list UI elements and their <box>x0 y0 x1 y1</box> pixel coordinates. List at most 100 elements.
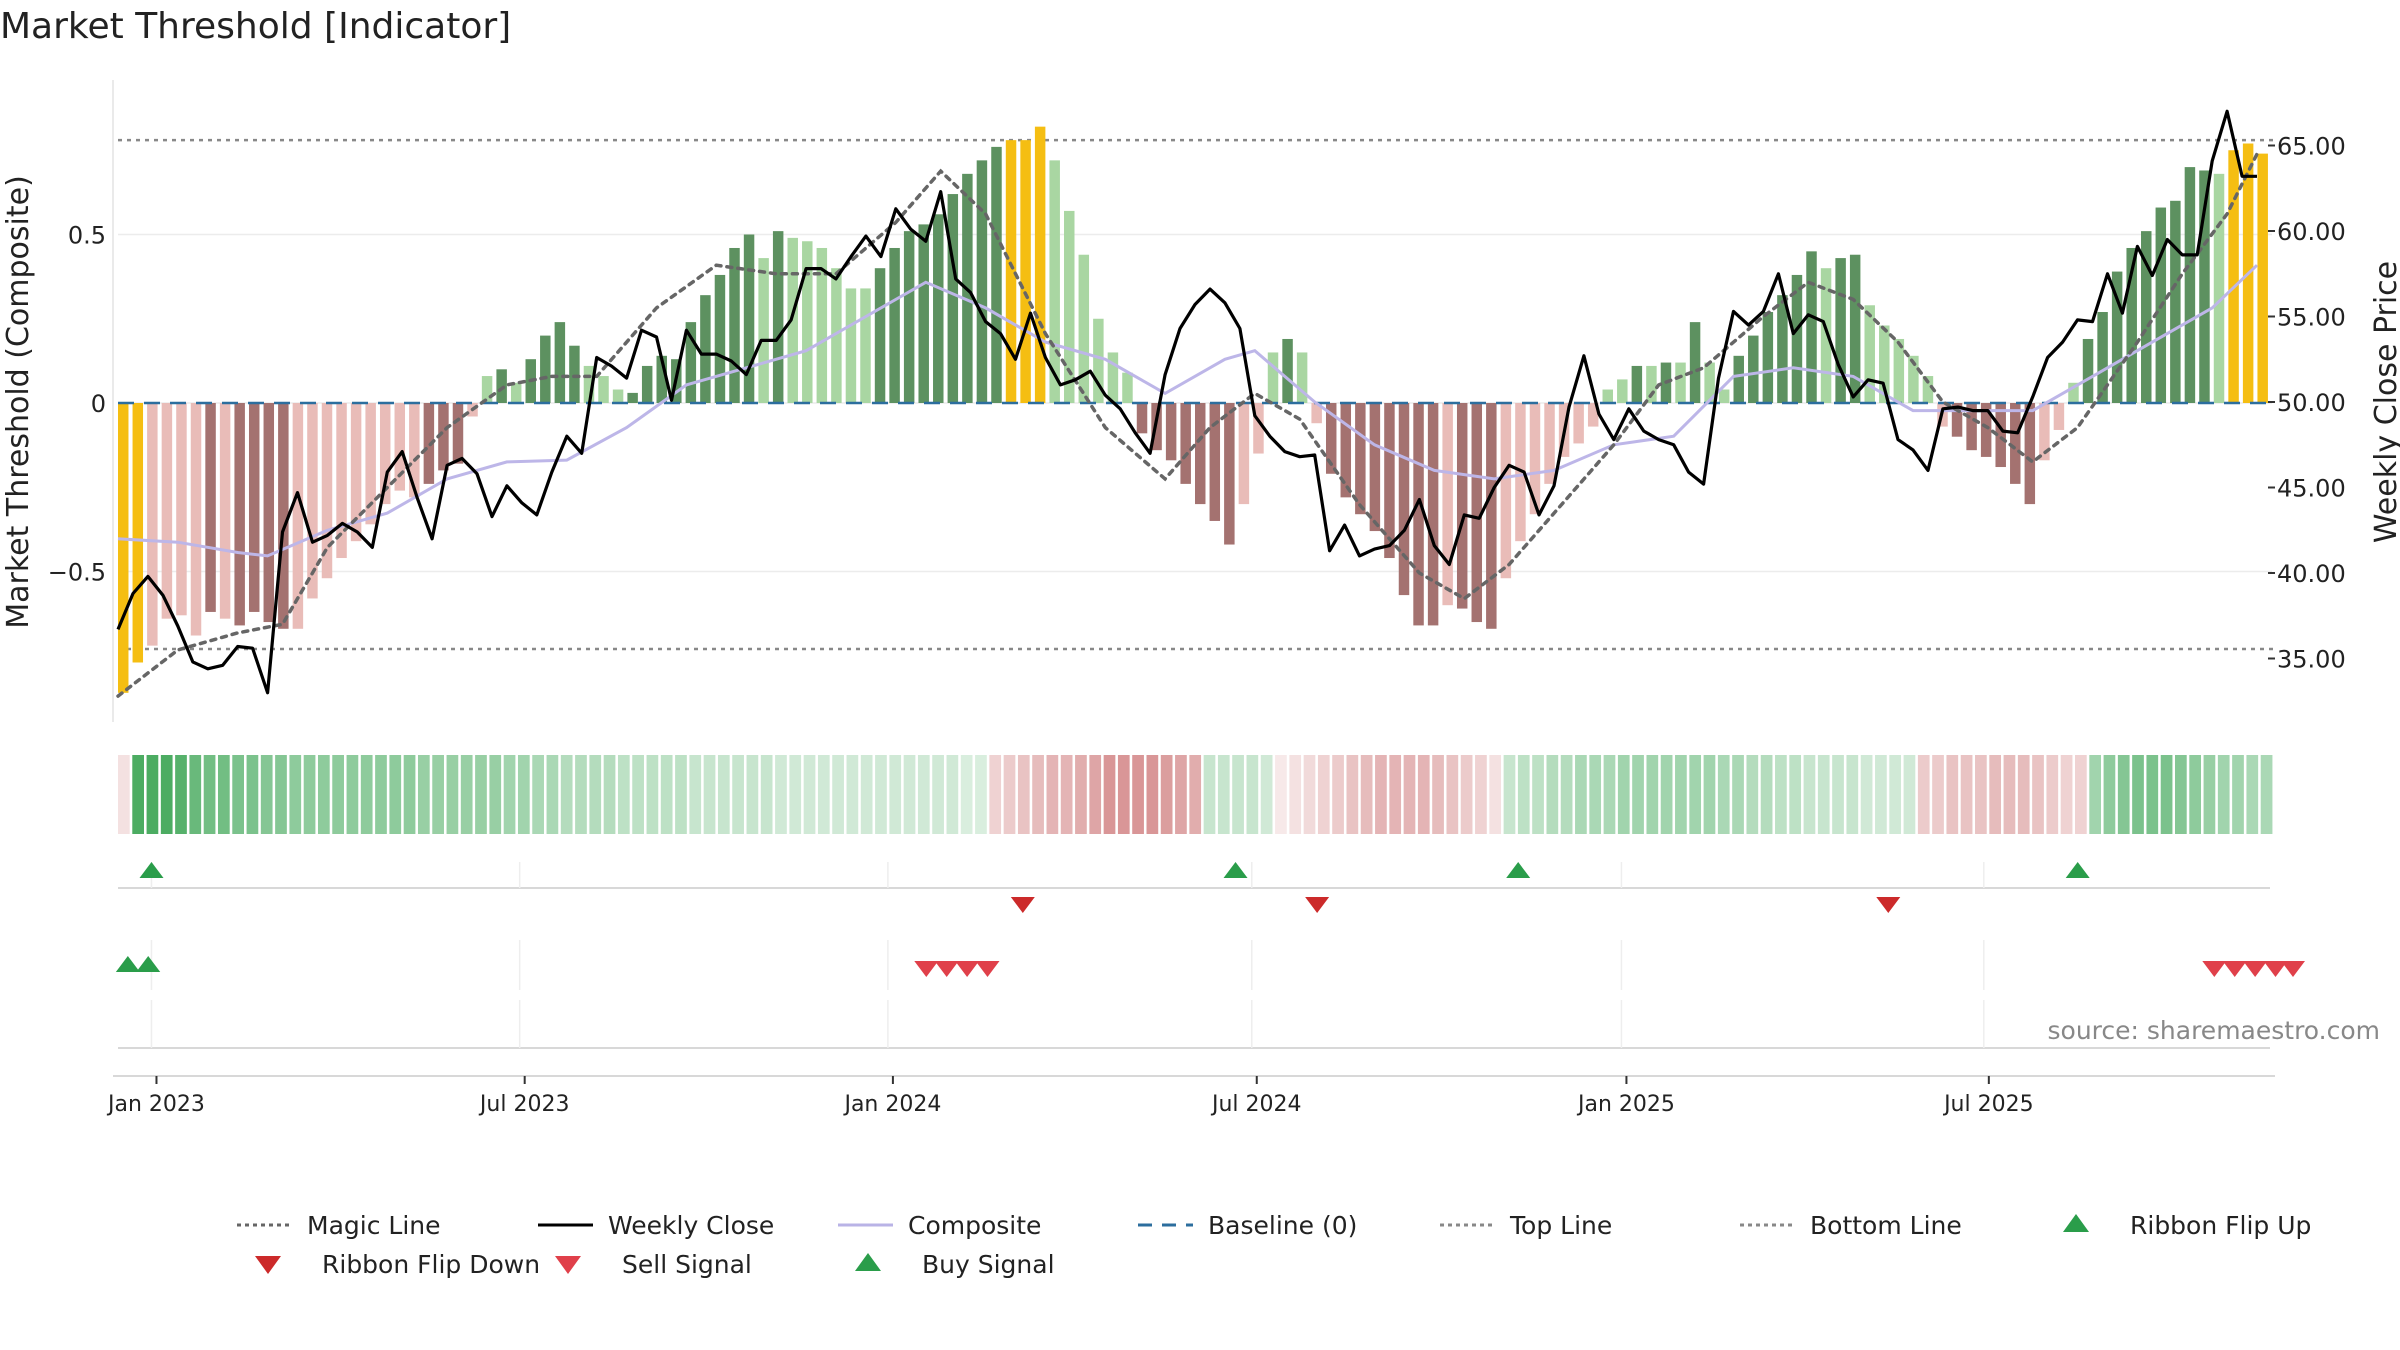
ribbon-cell <box>2103 755 2116 834</box>
composite-bar <box>1034 126 1046 403</box>
ribbon-cell <box>132 755 144 834</box>
legend-label: Magic Line <box>307 1211 441 1240</box>
ribbon-cell <box>932 755 944 834</box>
composite-bar <box>1951 403 1963 437</box>
ribbon-cell <box>703 755 716 834</box>
composite-bar <box>2024 403 2036 505</box>
composite-bar <box>612 389 624 403</box>
ribbon-cell <box>1189 755 1202 834</box>
composite-bar <box>1122 372 1133 403</box>
right-tick-label: 35.00 <box>2277 646 2346 674</box>
ribbon-strip <box>118 755 2273 834</box>
ribbon-cell <box>1946 755 1959 834</box>
composite-bar <box>1325 403 1337 474</box>
composite-bar <box>2257 153 2268 403</box>
composite-bar <box>1733 355 1744 403</box>
composite-bar <box>1777 295 1788 403</box>
magic-line <box>116 152 2259 698</box>
x-tick-label: Jul 2024 <box>1210 1092 1302 1117</box>
ribbon-cell <box>1375 755 1387 834</box>
composite-bar <box>1413 403 1424 626</box>
ribbon-cell <box>1889 755 1902 834</box>
composite-line <box>117 264 2259 558</box>
composite-bar <box>1631 365 1643 403</box>
legend-marker <box>255 1256 281 1274</box>
ribbon-cell <box>1003 755 1016 834</box>
composite-bar <box>1500 403 1512 579</box>
composite-bar <box>1442 403 1453 606</box>
composite-bar <box>2184 167 2196 403</box>
ribbon-cell <box>2146 755 2159 834</box>
ribbon-flip-up-marker <box>139 862 164 878</box>
composite-bar <box>409 403 420 498</box>
ribbon-cell <box>317 755 330 834</box>
ribbon-cell <box>1146 755 1159 834</box>
composite-bar <box>569 345 580 403</box>
ribbon-cell <box>217 755 230 834</box>
ribbon-cell <box>1903 755 1916 834</box>
ribbon-cell <box>803 755 816 834</box>
composite-bar <box>874 268 886 403</box>
ribbon-cell <box>1832 755 1844 834</box>
chart-title: Market Threshold [Indicator] <box>0 6 511 47</box>
ribbon-flip-down-marker <box>1010 897 1035 913</box>
composite-bar <box>161 403 173 619</box>
ribbon-cell <box>118 755 130 834</box>
right-tick-label: 40.00 <box>2277 560 2346 588</box>
sell-signal-marker <box>955 961 980 977</box>
ribbon-cell <box>646 755 659 834</box>
composite-bar <box>1980 403 1992 457</box>
ribbon-cell <box>1517 755 1530 834</box>
ribbon-cell <box>1603 755 1616 834</box>
composite-bar <box>2141 231 2152 403</box>
ribbon-cell <box>1103 755 1116 834</box>
ribbon-cell <box>746 755 759 834</box>
ribbon-cell <box>1489 755 1502 834</box>
ribbon-cell <box>160 755 173 834</box>
composite-bar <box>1005 140 1017 403</box>
grid-lines <box>118 138 2278 651</box>
composite-bar <box>729 247 740 403</box>
composite-bar <box>1311 403 1322 424</box>
ribbon-cell <box>689 755 702 834</box>
ribbon-cell <box>1417 755 1430 834</box>
legend-marker <box>555 1256 581 1274</box>
ribbon-cell <box>846 755 859 834</box>
ribbon-cell <box>975 755 987 834</box>
legend-label: Weekly Close <box>608 1211 774 1240</box>
ribbon-cell <box>2260 755 2273 834</box>
ribbon-cell <box>1332 755 1344 834</box>
composite-bar <box>816 247 828 403</box>
composite-bar <box>336 403 347 559</box>
composite-bar <box>583 365 595 403</box>
composite-bar <box>991 146 1002 403</box>
ribbon-cell <box>1503 755 1516 834</box>
composite-bar <box>1704 362 1715 403</box>
x-tick-label: Jan 2023 <box>106 1092 205 1117</box>
composite-bar <box>918 224 929 403</box>
composite-bar <box>1689 322 1701 403</box>
composite-bar <box>2053 403 2065 430</box>
ribbon-cell <box>1560 755 1573 834</box>
composite-bar <box>641 365 653 403</box>
ribbon-flip-down-marker <box>1876 897 1901 913</box>
composite-bar <box>307 403 318 599</box>
ribbon-cell <box>346 755 359 834</box>
right-axis-label: Weekly Close Price <box>2369 261 2400 543</box>
composite-bar <box>2199 170 2210 403</box>
ribbon-cell <box>617 755 630 834</box>
ribbon-cell <box>989 755 1002 834</box>
ribbon-cell <box>389 755 402 834</box>
ribbon-cell <box>1475 755 1487 834</box>
ribbon-cell <box>332 755 344 834</box>
composite-bar <box>802 241 813 403</box>
ribbon-cell <box>1260 755 1273 834</box>
composite-bar <box>1922 376 1934 403</box>
right-tick-label: 55.00 <box>2277 304 2346 332</box>
ribbon-cell <box>246 755 259 834</box>
legend-label: Top Line <box>1509 1211 1612 1240</box>
ribbon-cell <box>732 755 744 834</box>
composite-bar <box>889 247 900 403</box>
ribbon-cell <box>1617 755 1630 834</box>
ribbon-cell <box>1860 755 1873 834</box>
